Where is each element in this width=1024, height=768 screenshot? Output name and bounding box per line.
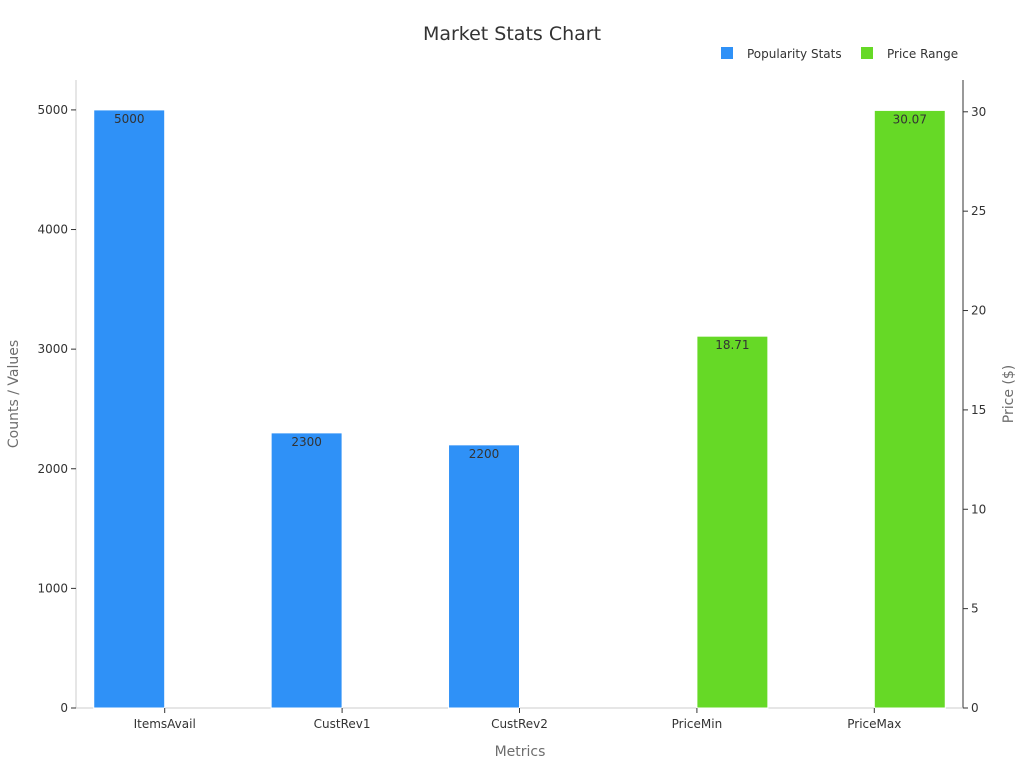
y-left-tick-label: 2000: [37, 462, 68, 476]
bar: [696, 335, 769, 709]
x-tick-label: CustRev2: [491, 717, 548, 731]
bar-value-label: 2300: [291, 435, 322, 449]
y-left-tick-label: 5000: [37, 103, 68, 117]
legend: Popularity Stats Price Range: [721, 47, 958, 61]
legend-label-price: Price Range: [887, 47, 958, 61]
chart-title: Market Stats Chart: [423, 23, 601, 45]
y-right-tick-label: 10: [971, 502, 986, 516]
bar: [448, 444, 521, 709]
y-axis-right-ticks: 0 5 10 15 20 25 30: [963, 105, 986, 715]
x-tick-label: ItemsAvail: [134, 717, 196, 731]
y-right-tick-label: 30: [971, 105, 986, 119]
bar: [873, 109, 946, 709]
x-axis-ticks: ItemsAvail CustRev1 CustRev2 PriceMin PriceM…: [134, 708, 901, 731]
y-right-tick-label: 25: [971, 204, 986, 218]
bar-value-label: 5000: [114, 112, 145, 126]
bar-value-label: 2200: [469, 447, 500, 461]
y-axis-left-title: Counts / Values: [6, 340, 22, 448]
x-tick-label: PriceMin: [672, 717, 723, 731]
bar-value-label: 30.07: [893, 112, 927, 126]
y-left-tick-label: 0: [60, 701, 68, 715]
bars: 5000 2300 2200 18.71 30.07: [93, 109, 946, 709]
y-axis-right-title: Price ($): [1001, 365, 1017, 423]
x-axis-title: Metrics: [495, 744, 546, 760]
bar-value-label: 18.71: [715, 338, 749, 352]
y-axis-left-ticks: 0 1000 2000 3000 4000 5000: [37, 103, 76, 715]
legend-swatch-price: [861, 47, 873, 59]
x-tick-label: PriceMax: [847, 717, 901, 731]
y-left-tick-label: 4000: [37, 223, 68, 237]
y-right-tick-label: 20: [971, 304, 986, 318]
y-left-tick-label: 3000: [37, 342, 68, 356]
y-right-tick-label: 5: [971, 602, 979, 616]
y-right-tick-label: 0: [971, 701, 979, 715]
bar: [270, 432, 343, 709]
y-left-tick-label: 1000: [37, 581, 68, 595]
x-tick-label: CustRev1: [314, 717, 371, 731]
legend-swatch-popularity: [721, 47, 733, 59]
bar: [93, 109, 166, 709]
y-right-tick-label: 15: [971, 403, 986, 417]
legend-label-popularity: Popularity Stats: [747, 47, 842, 61]
